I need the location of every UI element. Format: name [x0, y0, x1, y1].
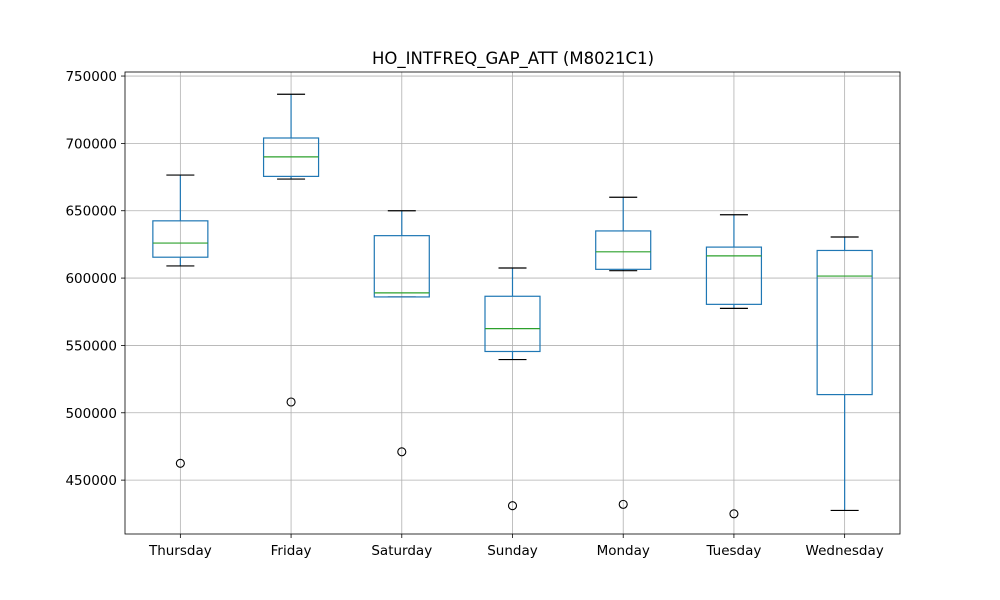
- x-tick-label: Monday: [597, 543, 650, 559]
- x-tick-label: Saturday: [371, 543, 432, 559]
- y-tick-label: 450000: [65, 473, 117, 489]
- box-group-sunday: [484, 267, 541, 511]
- outlier-point: [618, 499, 628, 509]
- box-group-thursday: [152, 174, 209, 468]
- box-group-tuesday: [705, 214, 763, 519]
- box-group-monday: [595, 196, 652, 509]
- y-tick-label: 550000: [65, 338, 117, 354]
- tick-layer: 450000 500000 550000 600000 650000 700000 7500…: [65, 69, 883, 559]
- iqr-box: [595, 230, 652, 270]
- x-tick-label: Tuesday: [705, 543, 761, 559]
- iqr-box: [705, 246, 763, 305]
- chart-title: HO_INTFREQ_GAP_ATT (M8021C1): [372, 49, 654, 69]
- x-tick-label: Sunday: [487, 543, 538, 559]
- box-group-saturday: [373, 210, 430, 457]
- y-tick-label: 500000: [65, 406, 117, 422]
- y-tick-label: 650000: [65, 204, 117, 220]
- outlier-point: [507, 501, 518, 511]
- box-group-wednesday: [816, 236, 873, 512]
- outlier-point: [286, 397, 296, 407]
- iqr-box: [152, 220, 209, 258]
- y-tick-label: 750000: [65, 69, 117, 85]
- grid-layer: [125, 72, 900, 534]
- x-tick-label: Wednesday: [806, 543, 884, 559]
- outlier-point: [175, 458, 185, 468]
- iqr-box: [816, 249, 873, 396]
- x-tick-label: Friday: [271, 543, 312, 559]
- iqr-box: [484, 295, 541, 353]
- box-group-friday: [262, 93, 320, 407]
- outlier-point: [729, 509, 739, 519]
- y-tick-label: 700000: [65, 136, 117, 152]
- outlier-point: [397, 447, 407, 457]
- box-layer: [152, 93, 873, 519]
- y-tick-label: 600000: [65, 271, 117, 287]
- x-tick-label: Thursday: [148, 543, 212, 559]
- iqr-box: [373, 235, 430, 298]
